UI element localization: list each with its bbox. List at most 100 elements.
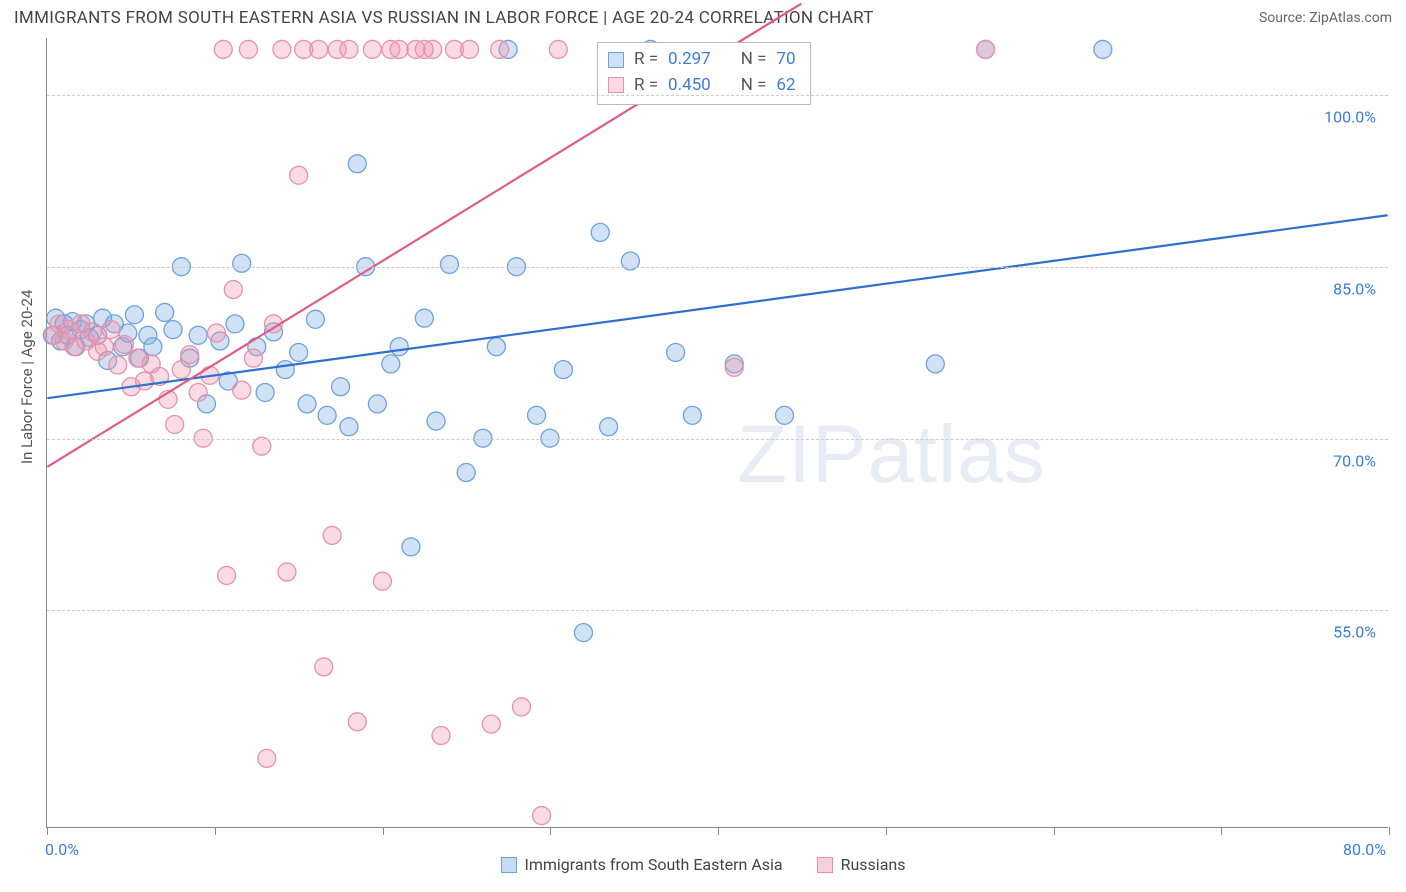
stats-swatch — [608, 52, 624, 68]
scatter-point — [491, 40, 509, 58]
scatter-point — [276, 361, 294, 379]
scatter-point — [189, 383, 207, 401]
stats-swatch — [608, 77, 624, 93]
scatter-point — [683, 406, 701, 424]
trend-line — [47, 215, 1387, 398]
scatter-point — [482, 715, 500, 733]
scatter-point — [239, 40, 257, 58]
scatter-point — [977, 40, 995, 58]
stats-row: R = 0.450N = 62 — [608, 73, 796, 99]
scatter-point — [318, 406, 336, 424]
scatter-point — [258, 749, 276, 767]
legend-item: Immigrants from South Eastern Asia — [501, 855, 783, 874]
chart-container: In Labor Force | Age 20-24 ZIPatlas R = … — [0, 34, 1406, 882]
gridline-h — [47, 439, 1388, 440]
scatter-point — [1094, 40, 1112, 58]
scatter-point — [348, 713, 366, 731]
scatter-point — [306, 310, 324, 328]
x-tick — [550, 827, 551, 835]
scatter-point — [144, 338, 162, 356]
scatter-point — [776, 406, 794, 424]
scatter-point — [368, 395, 386, 413]
scatter-point — [218, 566, 236, 584]
plot-area: ZIPatlas R = 0.297N = 70R = 0.450N = 62 … — [46, 38, 1388, 828]
scatter-point — [487, 338, 505, 356]
gridline-h — [47, 267, 1388, 268]
x-tick — [215, 827, 216, 835]
scatter-point — [102, 321, 120, 339]
x-tick — [383, 827, 384, 835]
x-tick — [1054, 827, 1055, 835]
scatter-point — [332, 378, 350, 396]
scatter-point — [402, 538, 420, 556]
scatter-point — [554, 361, 572, 379]
scatter-point — [109, 356, 127, 374]
legend-item: Russians — [817, 855, 906, 874]
scatter-point — [427, 412, 445, 430]
source-attribution: Source: ZipAtlas.com — [1259, 10, 1392, 26]
scatter-point — [95, 338, 113, 356]
legend-label: Russians — [841, 855, 906, 874]
scatter-point — [461, 40, 479, 58]
scatter-point — [214, 40, 232, 58]
legend-swatch — [817, 857, 833, 873]
scatter-point — [253, 437, 271, 455]
scatter-point — [390, 338, 408, 356]
stats-row: R = 0.297N = 70 — [608, 47, 796, 73]
scatter-point — [382, 355, 400, 373]
scatter-point — [725, 358, 743, 376]
scatter-point — [432, 727, 450, 745]
scatter-point — [290, 343, 308, 361]
legend-label: Immigrants from South Eastern Asia — [525, 855, 783, 874]
scatter-point — [457, 464, 475, 482]
y-axis-title: In Labor Force | Age 20-24 — [18, 290, 36, 464]
scatter-point — [164, 321, 182, 339]
scatter-point — [156, 303, 174, 321]
scatter-point — [290, 166, 308, 184]
y-tick-label: 55.0% — [1333, 623, 1376, 642]
scatter-point — [373, 572, 391, 590]
scatter-point — [600, 418, 618, 436]
scatter-point — [315, 658, 333, 676]
x-tick — [886, 827, 887, 835]
x-tick — [1221, 827, 1222, 835]
scatter-point — [528, 406, 546, 424]
y-tick-label: 70.0% — [1333, 451, 1376, 470]
chart-header: IMMIGRANTS FROM SOUTH EASTERN ASIA VS RU… — [0, 0, 1406, 34]
scatter-point — [208, 324, 226, 342]
scatter-point — [591, 223, 609, 241]
scatter-svg — [47, 38, 1388, 827]
stat-n: 62 — [776, 73, 795, 99]
stat-r: 0.450 — [668, 73, 711, 99]
scatter-point — [533, 807, 551, 825]
scatter-point — [390, 40, 408, 58]
scatter-point — [363, 40, 381, 58]
scatter-point — [440, 255, 458, 273]
source-link[interactable]: ZipAtlas.com — [1309, 10, 1392, 26]
scatter-point — [115, 335, 133, 353]
scatter-point — [340, 418, 358, 436]
x-tick — [1389, 827, 1390, 835]
stat-r: 0.297 — [668, 47, 711, 73]
scatter-point — [125, 306, 143, 324]
gridline-h — [47, 610, 1388, 611]
scatter-point — [226, 315, 244, 333]
scatter-point — [348, 155, 366, 173]
scatter-point — [323, 526, 341, 544]
gridline-h — [47, 95, 1388, 96]
scatter-point — [310, 40, 328, 58]
scatter-point — [424, 40, 442, 58]
y-tick-label: 85.0% — [1333, 279, 1376, 298]
scatter-point — [926, 355, 944, 373]
scatter-point — [256, 383, 274, 401]
scatter-point — [278, 563, 296, 581]
scatter-point — [84, 323, 102, 341]
scatter-point — [224, 281, 242, 299]
scatter-point — [415, 309, 433, 327]
scatter-point — [298, 395, 316, 413]
scatter-point — [233, 381, 251, 399]
scatter-point — [574, 624, 592, 642]
scatter-point — [512, 698, 530, 716]
stat-n: 70 — [776, 47, 795, 73]
legend: Immigrants from South Eastern Asia Russia… — [0, 855, 1406, 874]
